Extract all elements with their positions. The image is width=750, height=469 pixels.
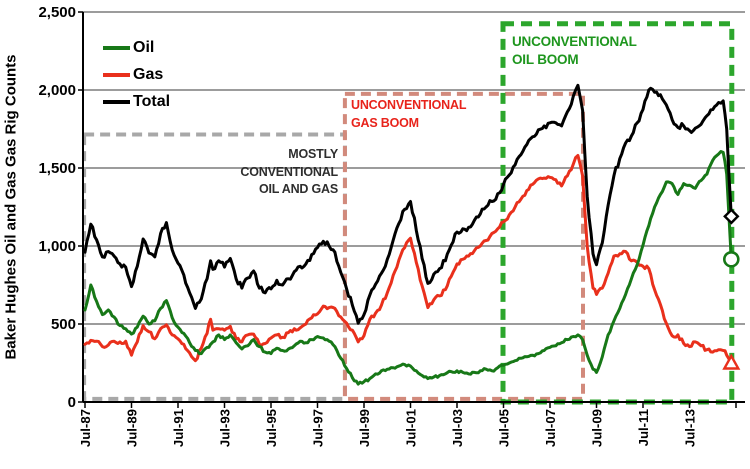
annotation-oil-boom-line2: OIL BOOM bbox=[512, 51, 579, 67]
series-lines bbox=[83, 83, 733, 386]
legend-label-total: Total bbox=[133, 92, 171, 110]
annotation-conventional-line2: CONVENTIONAL bbox=[240, 164, 338, 179]
y-tick-label: 0 bbox=[68, 394, 76, 411]
y-axis-title: Baker Hughes Oil and Gas Gas Rig Counts bbox=[2, 54, 20, 360]
annotation-oil-boom: UNCONVENTIONAL OIL BOOM bbox=[512, 33, 637, 68]
x-tick-label: Jul-89 bbox=[125, 409, 140, 447]
end-markers bbox=[722, 208, 741, 370]
x-tick-label: Jul-93 bbox=[218, 409, 233, 447]
oil-end-circle-icon bbox=[722, 250, 740, 268]
x-tick-label: Jul-11 bbox=[636, 409, 651, 446]
series-line-oil bbox=[83, 150, 733, 386]
region-boxes bbox=[82, 21, 735, 405]
legend-item-gas: Gas bbox=[103, 61, 170, 88]
x-tick-label: Jul-13 bbox=[683, 409, 698, 447]
oil-line-swatch-icon bbox=[103, 45, 130, 50]
x-tick-label: Jul-99 bbox=[357, 409, 372, 447]
annotation-gas-boom-line1: UNCONVENTIONAL bbox=[351, 98, 467, 112]
series-line-gas bbox=[83, 154, 733, 365]
annotation-gas-boom-line2: GAS BOOM bbox=[351, 115, 419, 130]
x-tick-label: Jul-09 bbox=[590, 409, 605, 447]
y-tick-label: 1,500 bbox=[38, 160, 76, 177]
axes bbox=[78, 11, 745, 408]
chart-legend: Oil Gas Total bbox=[103, 34, 170, 115]
y-tick-labels: 0 500 1,000 1,500 2,000 2,500 bbox=[38, 4, 76, 411]
legend-label-oil: Oil bbox=[133, 38, 155, 56]
x-tick-label: Jul-87 bbox=[78, 409, 93, 447]
annotation-conventional-line3: OIL AND GAS bbox=[258, 182, 338, 196]
gridlines bbox=[83, 11, 745, 325]
y-tick-label: 500 bbox=[51, 316, 76, 333]
x-tick-label: Jul-03 bbox=[450, 409, 465, 447]
x-tick-label: Jul-01 bbox=[404, 409, 419, 447]
total-end-diamond-icon bbox=[723, 208, 740, 225]
total-line-swatch-icon bbox=[103, 99, 130, 104]
gas-line-swatch-icon bbox=[103, 72, 130, 77]
gas-end-triangle-icon bbox=[722, 353, 741, 370]
y-tick-label: 2,000 bbox=[38, 82, 76, 99]
x-tick-label: Jul-91 bbox=[171, 409, 186, 447]
x-tick-label: Jul-97 bbox=[311, 409, 326, 447]
series-line-total bbox=[83, 83, 733, 325]
region-box-gas_boom bbox=[342, 91, 585, 401]
x-tick-label: Jul-07 bbox=[543, 409, 558, 447]
region-box-oil_boom bbox=[500, 21, 735, 405]
x-tick-label: Jul-95 bbox=[264, 409, 279, 447]
legend-label-gas: Gas bbox=[133, 65, 164, 83]
y-tick-label: 2,500 bbox=[38, 4, 76, 21]
x-tick-labels: Jul-87 Jul-89 Jul-91 Jul-93 Jul-95 Jul-97 Jul-… bbox=[78, 409, 698, 447]
annotation-gas-boom: UNCONVENTIONAL GAS BOOM bbox=[351, 97, 466, 132]
annotation-conventional-era: MOSTLY CONVENTIONAL OIL AND GAS bbox=[220, 146, 338, 199]
y-tick-label: 1,000 bbox=[38, 238, 76, 255]
annotation-oil-boom-line1: UNCONVENTIONAL bbox=[512, 34, 637, 49]
legend-item-total: Total bbox=[103, 88, 170, 115]
x-tick-label: Jul-05 bbox=[497, 409, 512, 447]
legend-item-oil: Oil bbox=[103, 34, 170, 61]
annotation-conventional-line1: MOSTLY bbox=[288, 147, 338, 161]
